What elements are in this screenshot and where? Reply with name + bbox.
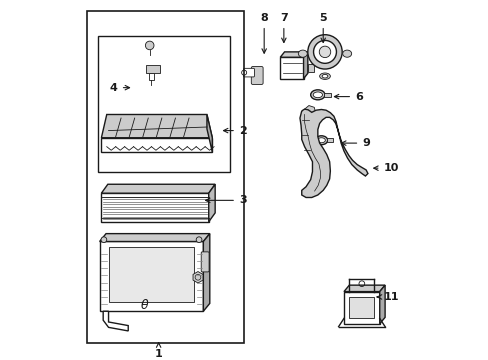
Polygon shape (101, 184, 215, 193)
Polygon shape (100, 234, 209, 242)
Polygon shape (101, 138, 212, 152)
Polygon shape (280, 52, 307, 57)
Bar (324, 93, 330, 97)
Bar (149, 73, 154, 80)
Text: 7: 7 (280, 13, 287, 42)
Bar (87, 11, 244, 343)
Polygon shape (304, 105, 315, 125)
Polygon shape (203, 234, 209, 311)
Ellipse shape (317, 138, 325, 143)
FancyBboxPatch shape (201, 252, 209, 272)
Text: 10: 10 (373, 163, 398, 173)
Ellipse shape (342, 50, 351, 57)
FancyBboxPatch shape (251, 67, 263, 85)
Bar (326, 139, 332, 142)
Polygon shape (303, 52, 307, 79)
Circle shape (101, 237, 106, 243)
Ellipse shape (322, 75, 327, 78)
Text: 6: 6 (334, 91, 362, 102)
Bar (100, 242, 203, 311)
Bar (101, 193, 208, 222)
Ellipse shape (241, 70, 246, 75)
Text: 4: 4 (110, 83, 129, 93)
Ellipse shape (319, 73, 330, 80)
Text: 3: 3 (205, 195, 246, 205)
Circle shape (313, 40, 336, 63)
Ellipse shape (310, 90, 325, 100)
Polygon shape (343, 285, 385, 292)
Polygon shape (103, 311, 128, 331)
Ellipse shape (312, 92, 322, 98)
Circle shape (319, 46, 330, 58)
Polygon shape (379, 285, 385, 324)
Text: 11: 11 (376, 292, 398, 302)
Ellipse shape (314, 136, 327, 145)
FancyBboxPatch shape (243, 68, 254, 77)
Polygon shape (101, 114, 212, 138)
Text: $\theta$: $\theta$ (140, 298, 149, 312)
Bar (280, 57, 303, 79)
Bar (108, 247, 194, 302)
Text: 2: 2 (223, 126, 246, 136)
Bar (146, 66, 160, 73)
Polygon shape (208, 184, 215, 222)
Polygon shape (206, 114, 212, 152)
Text: 1: 1 (154, 343, 162, 359)
Text: 9: 9 (341, 138, 369, 148)
Circle shape (196, 237, 202, 243)
Bar (343, 292, 379, 324)
Bar (307, 64, 314, 72)
Text: 8: 8 (260, 13, 267, 53)
Circle shape (307, 35, 342, 69)
PathPatch shape (299, 109, 367, 198)
Bar (98, 36, 230, 172)
Text: 5: 5 (319, 13, 326, 42)
Ellipse shape (298, 50, 306, 57)
Circle shape (145, 41, 154, 50)
Bar (348, 297, 374, 318)
